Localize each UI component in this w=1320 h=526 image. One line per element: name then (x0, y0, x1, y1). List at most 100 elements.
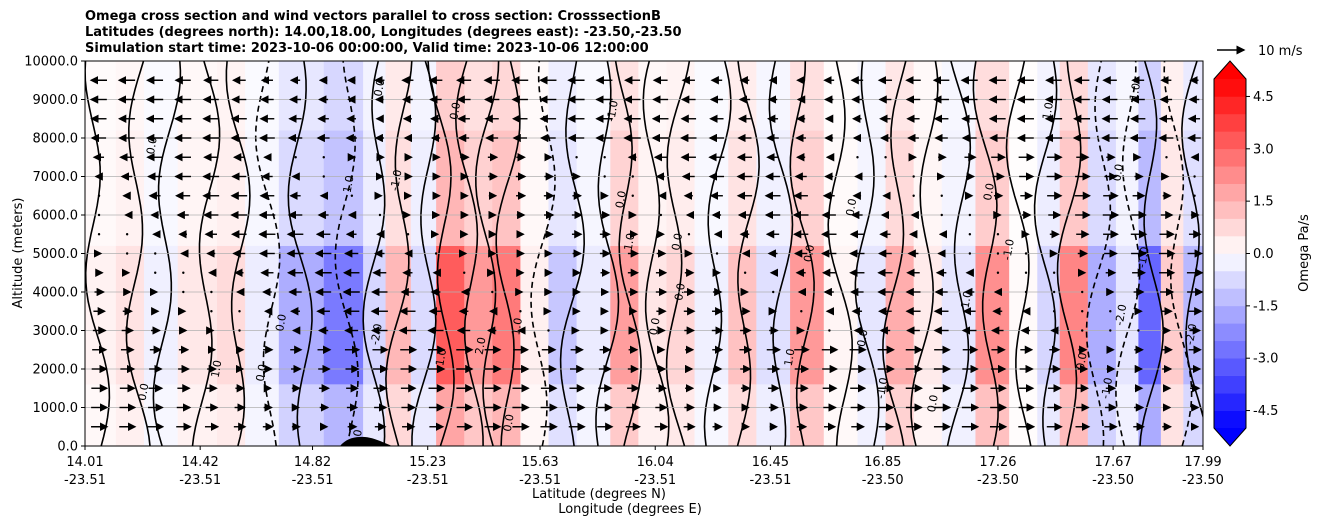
omega-cell (790, 61, 825, 131)
omega-cell (975, 245, 1010, 385)
wind-vector (940, 194, 943, 197)
omega-cell (278, 130, 325, 246)
wind-vector (575, 156, 578, 159)
contour-label: 0.0 (447, 101, 463, 120)
wind-vector (519, 310, 522, 313)
colorbar-max-extend (1214, 61, 1246, 79)
colorbar-label: Omega Pa/s (1297, 214, 1312, 292)
contour-line (1115, 61, 1141, 446)
omega-cell (885, 61, 915, 131)
colorbar-band (1214, 288, 1246, 307)
omega-cell (694, 61, 729, 131)
omega-cell (363, 245, 387, 385)
x-tick-label-longitude: -23.51 (407, 473, 449, 488)
contour-label: 0.0 (981, 182, 997, 201)
omega-cell (115, 384, 145, 446)
wind-vector (828, 329, 831, 332)
contour-label: 0.0 (843, 197, 859, 216)
colorbar-band (1214, 201, 1246, 219)
omega-cell (610, 245, 639, 385)
omega-cell (1115, 130, 1139, 246)
colorbar-band (1214, 236, 1246, 254)
y-tick-label: 2000.0 (33, 363, 79, 378)
omega-cell (278, 61, 325, 131)
colorbar-band (1214, 340, 1246, 359)
wind-vector (743, 271, 747, 274)
omega-cell (85, 384, 117, 446)
omega-cell (464, 130, 493, 246)
contour-label: 1.0 (959, 290, 975, 309)
x-tick-label-longitude: -23.50 (977, 473, 1019, 488)
colorbar-band (1214, 253, 1246, 272)
omega-cell (975, 61, 1010, 131)
contour-label: 0.0 (501, 413, 517, 432)
omega-cell (217, 130, 246, 246)
colorbar-band (1214, 410, 1246, 429)
contour-label: -1.0 (1099, 377, 1116, 400)
omega-cell (436, 384, 465, 446)
omega-cell (1203, 384, 1209, 446)
contour-line (1085, 61, 1112, 446)
wind-vector (1052, 310, 1056, 313)
contour-label: -2.0 (1113, 303, 1130, 326)
contour-label: 0.0 (672, 282, 688, 301)
wind-vector (210, 310, 213, 313)
y-tick-label: 3000.0 (33, 324, 79, 339)
omega-cell (1160, 130, 1184, 246)
wind-vector (210, 290, 213, 294)
omega-cell (857, 384, 887, 446)
chart-title: Omega cross section and wind vectors par… (85, 9, 682, 57)
wind-vector (97, 233, 101, 236)
vector-key: 10 m/s (1217, 44, 1303, 59)
omega-cell (548, 61, 578, 131)
contour-label: 1.0 (782, 348, 798, 367)
colorbar-band (1214, 113, 1246, 132)
omega-cell (1203, 130, 1209, 246)
omega-cell (1087, 245, 1117, 385)
x-tick-label-latitude: 15.63 (521, 455, 558, 470)
wind-vector (434, 252, 438, 255)
x-tick-label-latitude: 17.67 (1095, 455, 1132, 470)
x-tick-label-latitude: 17.26 (979, 455, 1016, 470)
x-tick-label-longitude: -23.50 (1092, 473, 1134, 488)
contour-label: 0.0 (144, 136, 160, 155)
wind-vector (1137, 329, 1140, 332)
x-tick-label-latitude: 14.01 (66, 455, 103, 470)
omega-cell (913, 384, 943, 446)
x-tick-label-latitude: 16.85 (864, 455, 901, 470)
contour-label: 1.0 (622, 232, 638, 251)
wind-vector (238, 310, 241, 313)
omega-cell (1183, 245, 1203, 385)
contour-label: -1.0 (388, 169, 405, 192)
omega-cell (1087, 61, 1117, 131)
omega-cell (520, 130, 549, 246)
omega-cell (217, 61, 246, 131)
omega-cell (1009, 245, 1038, 385)
omega-cell (520, 245, 549, 385)
colorbar-tick-label: 3.0 (1253, 142, 1274, 157)
omega-cell (1138, 130, 1162, 246)
omega-cell (1059, 384, 1089, 446)
omega-cell (520, 384, 549, 446)
x-tick-label-longitude: -23.50 (1182, 473, 1224, 488)
contour-label: 0.0 (254, 363, 270, 382)
omega-cell (728, 384, 757, 446)
wind-vector (1165, 156, 1168, 159)
contour-label: -2.0 (1183, 323, 1200, 346)
contour-label: 1.0 (433, 348, 449, 367)
colorbar-band (1214, 305, 1246, 324)
omega-cell (1059, 61, 1089, 131)
omega-cell (823, 130, 858, 246)
omega-cell (1087, 130, 1117, 246)
contour-label: 1.0 (1040, 101, 1056, 120)
contour-label: 0.0 (273, 313, 289, 332)
y-tick-label: 5000.0 (33, 247, 79, 262)
contour-label: 1.0 (509, 317, 525, 336)
omega-cell (1037, 384, 1061, 446)
colorbar-band (1214, 358, 1246, 376)
colorbar-tick-label: 0.0 (1253, 247, 1274, 262)
colorbar-tick-label: 1.5 (1253, 195, 1274, 210)
omega-cell (217, 384, 246, 446)
colorbar-band (1214, 270, 1246, 289)
